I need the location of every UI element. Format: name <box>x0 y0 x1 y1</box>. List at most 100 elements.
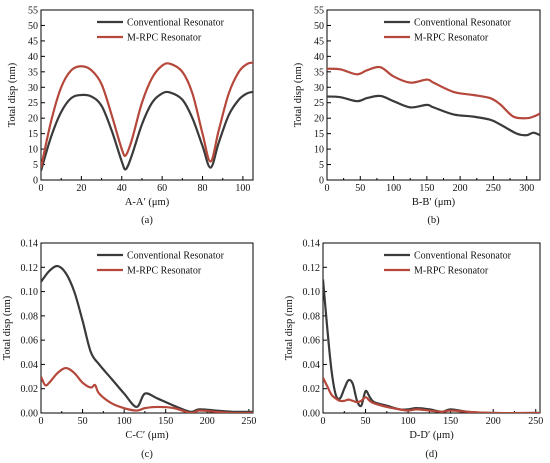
y-tick-label: 55 <box>28 6 38 17</box>
x-tick-label: 50 <box>78 416 88 427</box>
y-tick-label: 0.00 <box>21 409 39 420</box>
panel-label: (b) <box>427 215 440 226</box>
x-tick-label: 0 <box>321 416 326 427</box>
y-tick-label: 0 <box>319 176 324 187</box>
y-tick-label: 0.02 <box>21 384 39 395</box>
y-tick-label: 20 <box>314 114 324 125</box>
y-tick-label: 0.14 <box>303 239 321 250</box>
x-tick-label: 60 <box>157 183 167 194</box>
legend-label-m-rpc-resonator: M-RPC Resonator <box>414 33 489 44</box>
y-tick-label: 40 <box>314 52 324 63</box>
x-tick-label: 200 <box>486 416 501 427</box>
plot-frame <box>40 242 254 414</box>
series-line-conventional-resonator <box>41 264 253 413</box>
x-tick-label: 250 <box>486 183 501 194</box>
y-tick-label: 25 <box>314 98 324 109</box>
y-tick-label: 0.08 <box>303 311 321 322</box>
y-tick-label: 50 <box>28 21 38 32</box>
y-tick-label: 0.02 <box>303 384 321 395</box>
y-tick-label: 35 <box>314 67 324 78</box>
panel-label: (d) <box>425 449 438 460</box>
series-line-m-rpc-resonator <box>41 61 253 168</box>
x-tick-label: 100 <box>117 416 132 427</box>
series-line-m-rpc-resonator <box>323 377 540 413</box>
y-tick-label: 30 <box>314 83 324 94</box>
chart-panel-b: 0 50 100 150 200 250 300 0 5 10 15 20 25 30 35 40 45 50 55… <box>293 6 541 226</box>
y-tick-label: 30 <box>28 83 38 94</box>
legend-label-m-rpc-resonator: M-RPC Resonator <box>127 33 202 44</box>
y-tick-label: 0.12 <box>303 263 321 274</box>
legend-label-conventional-resonator: Conventional Resonator <box>127 251 225 262</box>
x-tick-label: 250 <box>528 416 543 427</box>
x-axis-label: D-D′ (μm) <box>409 430 454 441</box>
x-tick-label: 20 <box>76 183 86 194</box>
series-line-conventional-resonator <box>327 94 540 137</box>
legend-label-conventional-resonator: Conventional Resonator <box>414 18 512 29</box>
x-tick-label: 150 <box>419 183 434 194</box>
y-tick-label: 15 <box>314 129 324 140</box>
x-axis-label: A-A′ (μm) <box>125 197 170 208</box>
legend-label-m-rpc-resonator: M-RPC Resonator <box>127 266 202 277</box>
x-tick-label: 50 <box>361 416 371 427</box>
x-tick-label: 50 <box>355 183 365 194</box>
x-tick-label: 40 <box>117 183 127 194</box>
y-tick-label: 10 <box>314 145 324 156</box>
x-tick-label: 0 <box>325 183 330 194</box>
legend-label-conventional-resonator: Conventional Resonator <box>127 18 225 29</box>
y-tick-label: 0.10 <box>21 287 39 298</box>
x-tick-label: 0 <box>39 183 44 194</box>
y-axis-label: Total disp (nm) <box>7 62 18 127</box>
y-tick-label: 50 <box>314 21 324 32</box>
plot-frame <box>326 9 541 181</box>
y-tick-label: 55 <box>314 6 324 17</box>
y-tick-label: 25 <box>28 98 38 109</box>
y-tick-label: 5 <box>33 160 38 171</box>
y-tick-label: 15 <box>28 129 38 140</box>
x-axis-label: C-C′ (μm) <box>125 430 169 441</box>
y-axis-label: Total disp (nm) <box>284 295 295 360</box>
y-tick-label: 0.04 <box>21 360 39 371</box>
y-tick-label: 0.12 <box>21 263 39 274</box>
series-line-m-rpc-resonator <box>327 65 540 120</box>
y-tick-label: 20 <box>28 114 38 125</box>
y-tick-label: 45 <box>28 36 38 47</box>
x-tick-label: 250 <box>241 416 256 427</box>
chart-panel-c: 0 50 100 150 200 250 0.00 0.02 0.04 0.06 0.08 0.10 0… <box>2 239 256 461</box>
chart-panel-d: 0 50 100 150 200 250 0.00 0.02 0.04 0.06 0.08 0.10 0… <box>284 239 543 461</box>
y-tick-label: 0.06 <box>303 336 321 347</box>
legend-label-m-rpc-resonator: M-RPC Resonator <box>414 266 489 277</box>
y-tick-label: 45 <box>314 36 324 47</box>
y-tick-label: 40 <box>28 52 38 63</box>
x-tick-label: 80 <box>198 183 208 194</box>
x-tick-label: 150 <box>443 416 458 427</box>
plot-frame <box>322 242 541 414</box>
x-tick-label: 0 <box>39 416 44 427</box>
x-tick-label: 100 <box>235 183 250 194</box>
legend-label-conventional-resonator: Conventional Resonator <box>414 251 512 262</box>
y-tick-label: 0.00 <box>303 409 321 420</box>
series-line-m-rpc-resonator <box>41 366 253 413</box>
y-tick-label: 0.10 <box>303 287 321 298</box>
x-tick-label: 300 <box>519 183 534 194</box>
x-axis-label: B-B′ (μm) <box>412 197 456 208</box>
x-tick-label: 150 <box>158 416 173 427</box>
panel-label: (a) <box>141 215 153 226</box>
y-tick-label: 5 <box>319 160 324 171</box>
y-tick-label: 0.06 <box>21 336 39 347</box>
series-line-conventional-resonator <box>323 279 540 413</box>
x-tick-label: 200 <box>200 416 215 427</box>
plot-frame <box>40 9 254 181</box>
y-tick-label: 35 <box>28 67 38 78</box>
chart-panel-a: 0 20 40 60 80 100 0 5 10 15 20 25 30 35 40 45 50 55 A-A′ (… <box>7 6 254 226</box>
series-line-conventional-resonator <box>41 90 253 172</box>
y-tick-label: 0.14 <box>21 239 39 250</box>
y-tick-label: 10 <box>28 145 38 156</box>
y-axis-label: Total disp (nm) <box>2 295 13 360</box>
y-tick-label: 0.04 <box>303 360 321 371</box>
x-tick-label: 100 <box>386 183 401 194</box>
y-axis-label: Total disp (nm) <box>293 62 304 127</box>
y-tick-label: 0 <box>33 176 38 187</box>
y-tick-label: 0.08 <box>21 311 39 322</box>
x-tick-label: 200 <box>453 183 468 194</box>
